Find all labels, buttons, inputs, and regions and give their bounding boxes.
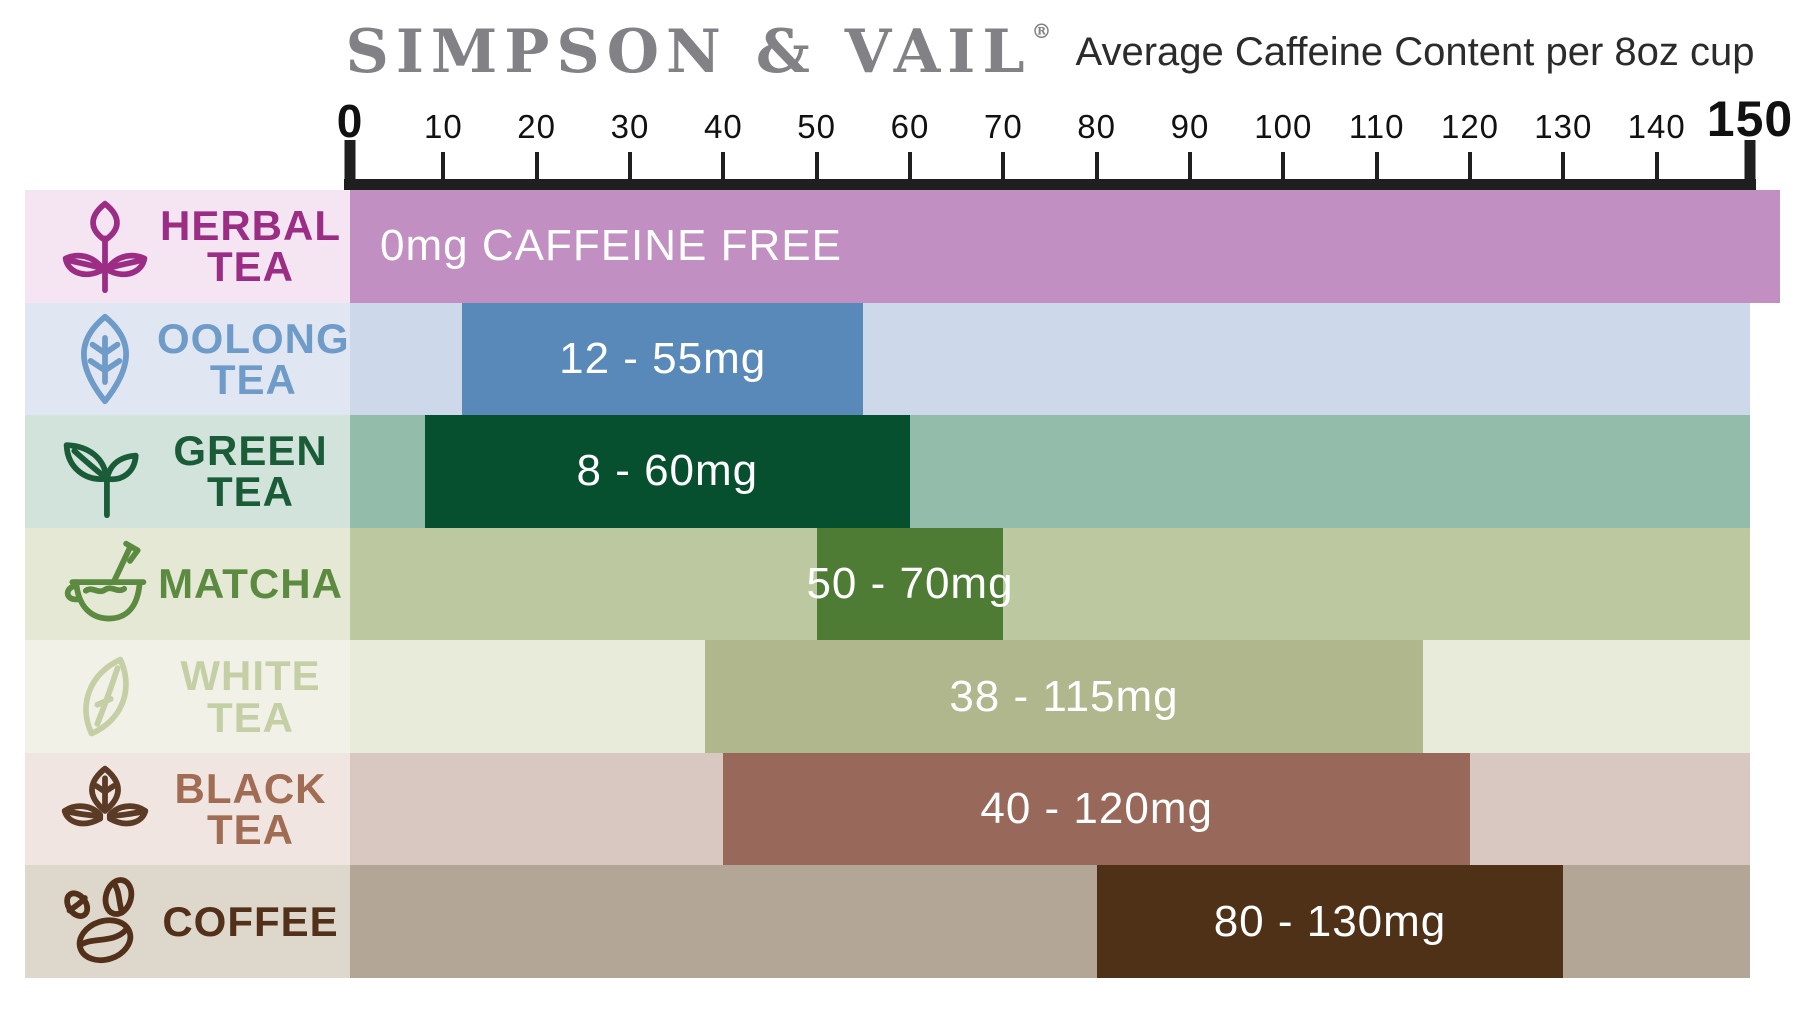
row-label-matcha: MATCHA (158, 560, 343, 608)
white-tea-icon (53, 649, 157, 745)
bar-herbal-tea: 0mg CAFFEINE FREE (350, 190, 1780, 303)
range-strip-green-tea: 8 - 60mg (350, 415, 1750, 528)
bar-white-tea: 38 - 115mg (704, 640, 1424, 753)
row-label-coffee: COFFEE (162, 898, 339, 946)
bar-coffee: 80 - 130mg (1096, 865, 1564, 979)
green-tea-icon (53, 423, 157, 519)
row-matcha: MATCHA 50 - 70mg (25, 527, 1750, 641)
axis-tick-20 (534, 152, 539, 190)
axis-tick-120 (1468, 152, 1472, 190)
axis-tick-70 (1001, 152, 1006, 190)
axis-tick-40 (721, 152, 726, 190)
axis-tick-label-70: 70 (983, 108, 1023, 145)
row-herbal-tea: HERBAL TEA 0mg CAFFEINE FREE (25, 190, 1780, 303)
axis-tick-label-140: 140 (1627, 108, 1686, 145)
axis-tick-130 (1561, 152, 1566, 190)
axis-tick-0 (344, 140, 356, 190)
bar-value-label-matcha: 50 - 70mg (806, 559, 1014, 609)
axis-tick-label-80: 80 (1077, 108, 1117, 145)
axis-tick-label-0: 0 (336, 95, 364, 147)
axis-tick-label-100: 100 (1254, 108, 1313, 145)
axis-baseline (344, 179, 1756, 190)
axis-tick-150 (1744, 140, 1756, 190)
row-label-herbal-tea: HERBAL TEA (160, 202, 341, 291)
axis-tick-30 (628, 152, 632, 190)
axis-tick-label-60: 60 (890, 108, 930, 145)
axis-tick-80 (1094, 152, 1099, 190)
brand-logo: SIMPSON & VAIL ® (345, 17, 1051, 87)
coffee-icon (53, 874, 157, 970)
bar-value-label-white-tea: 38 - 115mg (949, 671, 1179, 721)
brand-text: SIMPSON & VAIL (345, 17, 1032, 87)
range-strip-black-tea: 40 - 120mg (350, 752, 1750, 866)
axis-tick-110 (1374, 152, 1379, 190)
x-axis: 0 10 20 30 40 50 60 70 80 90 100 110 120 130 140 150 (337, 91, 1792, 190)
axis-tick-label-10: 10 (423, 108, 463, 145)
label-cell-matcha: MATCHA (25, 527, 350, 641)
axis-tick-60 (908, 152, 912, 190)
label-cell-green-tea: GREEN TEA (25, 415, 350, 528)
axis-tick-label-110: 110 (1348, 108, 1405, 145)
oolong-tea-icon (53, 311, 157, 407)
title-bar: SIMPSON & VAIL ® Average Caffeine Content… (340, 10, 1760, 94)
axis-tick-10 (441, 152, 446, 190)
label-cell-oolong-tea: OOLONG TEA (25, 302, 350, 416)
matcha-icon (53, 536, 157, 632)
range-strip-oolong-tea: 12 - 55mg (350, 302, 1750, 416)
bar-black-tea: 40 - 120mg (723, 752, 1470, 866)
bar-value-label-herbal-tea: 0mg CAFFEINE FREE (380, 221, 842, 271)
axis-tick-90 (1188, 152, 1192, 190)
registered-mark: ® (1031, 19, 1052, 43)
row-black-tea: BLACK TEA 40 - 120mg (25, 752, 1750, 866)
axis-tick-label-130: 130 (1534, 108, 1593, 145)
row-coffee: COFFEE 80 - 130mg (25, 865, 1750, 979)
axis-tick-label-40: 40 (703, 108, 743, 145)
label-cell-white-tea: WHITE TEA (25, 640, 350, 753)
bar-matcha: 50 - 70mg (806, 527, 1013, 641)
row-green-tea: GREEN TEA 8 - 60mg (25, 415, 1750, 528)
range-strip-white-tea: 38 - 115mg (350, 640, 1750, 753)
bar-value-label-oolong-tea: 12 - 55mg (559, 333, 767, 383)
label-cell-coffee: COFFEE (25, 865, 350, 979)
axis-tick-140 (1654, 152, 1659, 190)
axis-tick-label-120: 120 (1440, 108, 1500, 145)
row-white-tea: WHITE TEA 38 - 115mg (25, 640, 1750, 753)
herbal-tea-icon (53, 198, 157, 294)
axis-tick-label-30: 30 (610, 108, 650, 145)
range-strip-herbal-tea: 0mg CAFFEINE FREE (350, 190, 1780, 303)
bar-value-label-coffee: 80 - 130mg (1213, 896, 1447, 946)
row-label-oolong-tea: OOLONG TEA (157, 314, 350, 403)
bar-value-label-black-tea: 40 - 120mg (980, 784, 1213, 834)
range-strip-coffee: 80 - 130mg (350, 865, 1750, 979)
range-strip-matcha: 50 - 70mg (350, 527, 1750, 641)
axis-tick-label-150: 150 (1706, 91, 1794, 147)
axis-tick-50 (814, 152, 819, 190)
label-cell-herbal-tea: HERBAL TEA (25, 190, 350, 303)
bar-oolong-tea: 12 - 55mg (462, 302, 864, 416)
chart-title: Average Caffeine Content per 8oz cup (1075, 29, 1755, 74)
axis-tick-label-50: 50 (797, 108, 837, 145)
row-label-green-tea: GREEN TEA (173, 427, 328, 516)
row-label-black-tea: BLACK TEA (174, 765, 327, 854)
chart-rows: HERBAL TEA 0mg CAFFEINE FREE OOLONG TEA 12 - … (25, 190, 1780, 979)
bar-green-tea: 8 - 60mg (424, 415, 910, 528)
row-label-white-tea: WHITE TEA (180, 652, 321, 741)
axis-tick-100 (1281, 152, 1286, 190)
axis-tick-label-20: 20 (517, 108, 557, 145)
axis-tick-label-90: 90 (1170, 108, 1210, 145)
row-oolong-tea: OOLONG TEA 12 - 55mg (25, 302, 1750, 416)
label-cell-black-tea: BLACK TEA (25, 752, 350, 866)
black-tea-icon (53, 761, 157, 857)
bar-value-label-green-tea: 8 - 60mg (576, 446, 759, 496)
